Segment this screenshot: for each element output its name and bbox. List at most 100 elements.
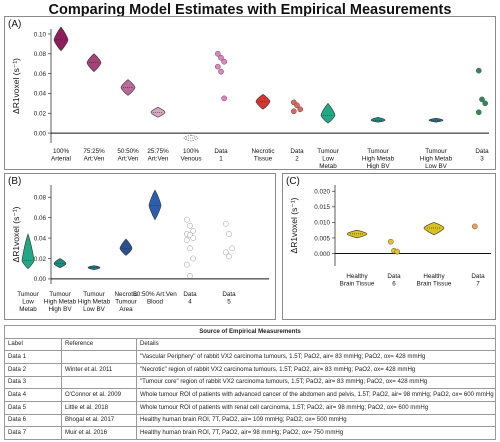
data-point bbox=[221, 58, 228, 65]
panel-b-chart: 0.00 0.02 0.04 0.06 0.08 ΔR1voxel (s⁻¹) Tumour… bbox=[11, 185, 269, 313]
x-tick-label: High Metab bbox=[78, 299, 111, 306]
data-point bbox=[222, 220, 229, 227]
table-row: Data 7 Muir et al. 2016 Healthy human br… bbox=[4, 426, 496, 440]
data-point bbox=[218, 68, 224, 75]
y-tick-label: 0.020 bbox=[314, 189, 330, 196]
y-tick-label: 0.06 bbox=[34, 71, 47, 78]
x-tick-label: 7 bbox=[476, 281, 480, 288]
data-point bbox=[471, 223, 478, 230]
table-cell-details: Whole tumour ROI of patients with renal … bbox=[136, 400, 496, 415]
x-tick-label: 6 bbox=[392, 281, 396, 288]
table-cell-details: Healthy human brain ROI, 7T, PaO2, air= … bbox=[136, 426, 496, 440]
x-tick-label: Tumour bbox=[317, 148, 338, 155]
x-tick-label: Data bbox=[387, 273, 401, 280]
x-tick-label: Low bbox=[22, 299, 34, 306]
violin bbox=[423, 222, 445, 236]
data-point bbox=[479, 96, 485, 103]
violin bbox=[370, 116, 386, 123]
figure-title: Comparing Model Estimates with Empirical… bbox=[48, 2, 452, 18]
x-tick-label: Arterial bbox=[51, 156, 71, 163]
table-cell-label: Data 2 bbox=[4, 362, 62, 377]
y-tick-label: 0.10 bbox=[34, 31, 47, 38]
table-cell-reference: Muir et al. 2016 bbox=[61, 426, 137, 440]
violin bbox=[53, 258, 67, 268]
table-cell-details: "Tumour core" region of rabbit VX2 carci… bbox=[136, 375, 496, 390]
y-tick-label: 0.005 bbox=[314, 235, 330, 242]
data-point bbox=[226, 231, 232, 237]
data-point bbox=[187, 272, 193, 279]
data-point bbox=[214, 63, 221, 70]
x-tick-label: 50:50% bbox=[117, 148, 139, 155]
y-tick-label: 0.02 bbox=[34, 256, 47, 263]
table-cell-reference bbox=[61, 375, 137, 390]
table-row: Data 4 O'Connor et al. 2009 Whole tumour… bbox=[4, 388, 496, 402]
x-tick-label: Art:Ven bbox=[118, 156, 139, 163]
x-tick-label: Tumour bbox=[367, 148, 388, 155]
table-cell-reference: Bhogal et al. 2017 bbox=[61, 413, 137, 428]
violin bbox=[255, 94, 271, 110]
data-point bbox=[214, 50, 221, 57]
table-cell-details: "Necrotic" region of rabbit VX2 carcinom… bbox=[136, 362, 496, 377]
table-cell-details: Whole tumour ROI of patients with advanc… bbox=[136, 388, 496, 402]
table-cell-details: "Vascular Periphery" of rabbit VX2 carci… bbox=[136, 350, 496, 364]
data-point bbox=[218, 54, 224, 61]
table-cell-label: Data 7 bbox=[4, 426, 62, 440]
panel-c: (C) 0.000 0.005 0.010 0.015 0.020 ΔR1voxel (s… bbox=[282, 173, 496, 320]
violin bbox=[320, 102, 336, 124]
data-point bbox=[229, 245, 236, 252]
x-tick-label: Brain Tissue bbox=[417, 281, 452, 288]
table-cell-reference: O'Connor et al. 2009 bbox=[61, 388, 137, 402]
data-point bbox=[190, 255, 197, 262]
y-axis-label: ΔR1voxel (s⁻¹) bbox=[11, 58, 21, 114]
data-point bbox=[187, 245, 193, 252]
x-tick-label: 4 bbox=[188, 299, 192, 306]
violin bbox=[119, 238, 133, 256]
x-tick-label: 100% bbox=[53, 148, 70, 155]
table-cell-reference: Winter et al. 2011 bbox=[61, 362, 137, 377]
panel-a: (A) 0.00 0.02 0.04 0.06 0.08 0.10 ΔR1voxel (s⁻… bbox=[4, 16, 496, 170]
x-tick-label: Tumour bbox=[425, 148, 446, 155]
x-tick-label: Healthy bbox=[423, 273, 445, 280]
table-header: Label bbox=[4, 337, 62, 352]
y-tick-label: 0.00 bbox=[34, 276, 47, 283]
table-row: Data 2 Winter et al. 2011 "Necrotic" reg… bbox=[4, 362, 496, 377]
x-tick-label: Data bbox=[475, 148, 489, 155]
x-tick-label: 25:75% bbox=[147, 148, 169, 155]
table-cell-label: Data 3 bbox=[4, 375, 62, 390]
table-row: Data 3 "Tumour core" region of rabbit VX… bbox=[4, 375, 496, 390]
x-tick-label: Brain Tissue bbox=[340, 281, 375, 288]
panel-c-label: (C) bbox=[286, 176, 300, 187]
y-tick-label: 0.06 bbox=[34, 215, 47, 222]
data-point bbox=[394, 248, 401, 255]
x-tick-label: High Metab bbox=[420, 156, 453, 163]
x-tick-label: Art:Ven bbox=[148, 156, 169, 163]
x-tick-label: Venous bbox=[180, 156, 201, 163]
x-tick-label: High BV bbox=[48, 306, 72, 313]
x-tick-label: Tumour bbox=[83, 291, 104, 298]
x-tick-label: Low bbox=[322, 156, 334, 163]
y-tick-label: 0.010 bbox=[314, 220, 330, 227]
table-header: Reference bbox=[61, 337, 137, 352]
y-tick-label: 0.08 bbox=[34, 51, 47, 58]
y-tick-label: 0.000 bbox=[314, 251, 330, 258]
table-cell-details: Healthy human brain ROI, 7T, PaO2, air= … bbox=[136, 413, 496, 428]
violin bbox=[148, 189, 162, 221]
panel-a-chart: 0.00 0.02 0.04 0.06 0.08 0.10 ΔR1voxel (s⁻¹) 10… bbox=[11, 26, 489, 169]
x-tick-label: 1 bbox=[219, 156, 223, 163]
x-tick-label: Area bbox=[119, 306, 133, 313]
table-cell-label: Data 4 bbox=[4, 388, 62, 402]
x-tick-label: 5 bbox=[227, 299, 231, 306]
table-cell-label: Data 6 bbox=[4, 413, 62, 428]
data-point bbox=[222, 249, 229, 256]
x-tick-label: Tissue bbox=[254, 156, 273, 163]
data-point bbox=[183, 237, 190, 243]
x-tick-label: Tumour bbox=[49, 291, 70, 298]
table-cell-label: Data 5 bbox=[4, 400, 62, 415]
data-point bbox=[475, 67, 482, 74]
data-point bbox=[482, 100, 489, 107]
x-tick-label: Necrotic bbox=[114, 291, 137, 298]
panel-a-label: (A) bbox=[8, 19, 22, 30]
y-axis-label: ΔR1voxel (s⁻¹) bbox=[289, 197, 299, 253]
x-tick-label: Data bbox=[214, 148, 228, 155]
data-point bbox=[475, 109, 482, 116]
